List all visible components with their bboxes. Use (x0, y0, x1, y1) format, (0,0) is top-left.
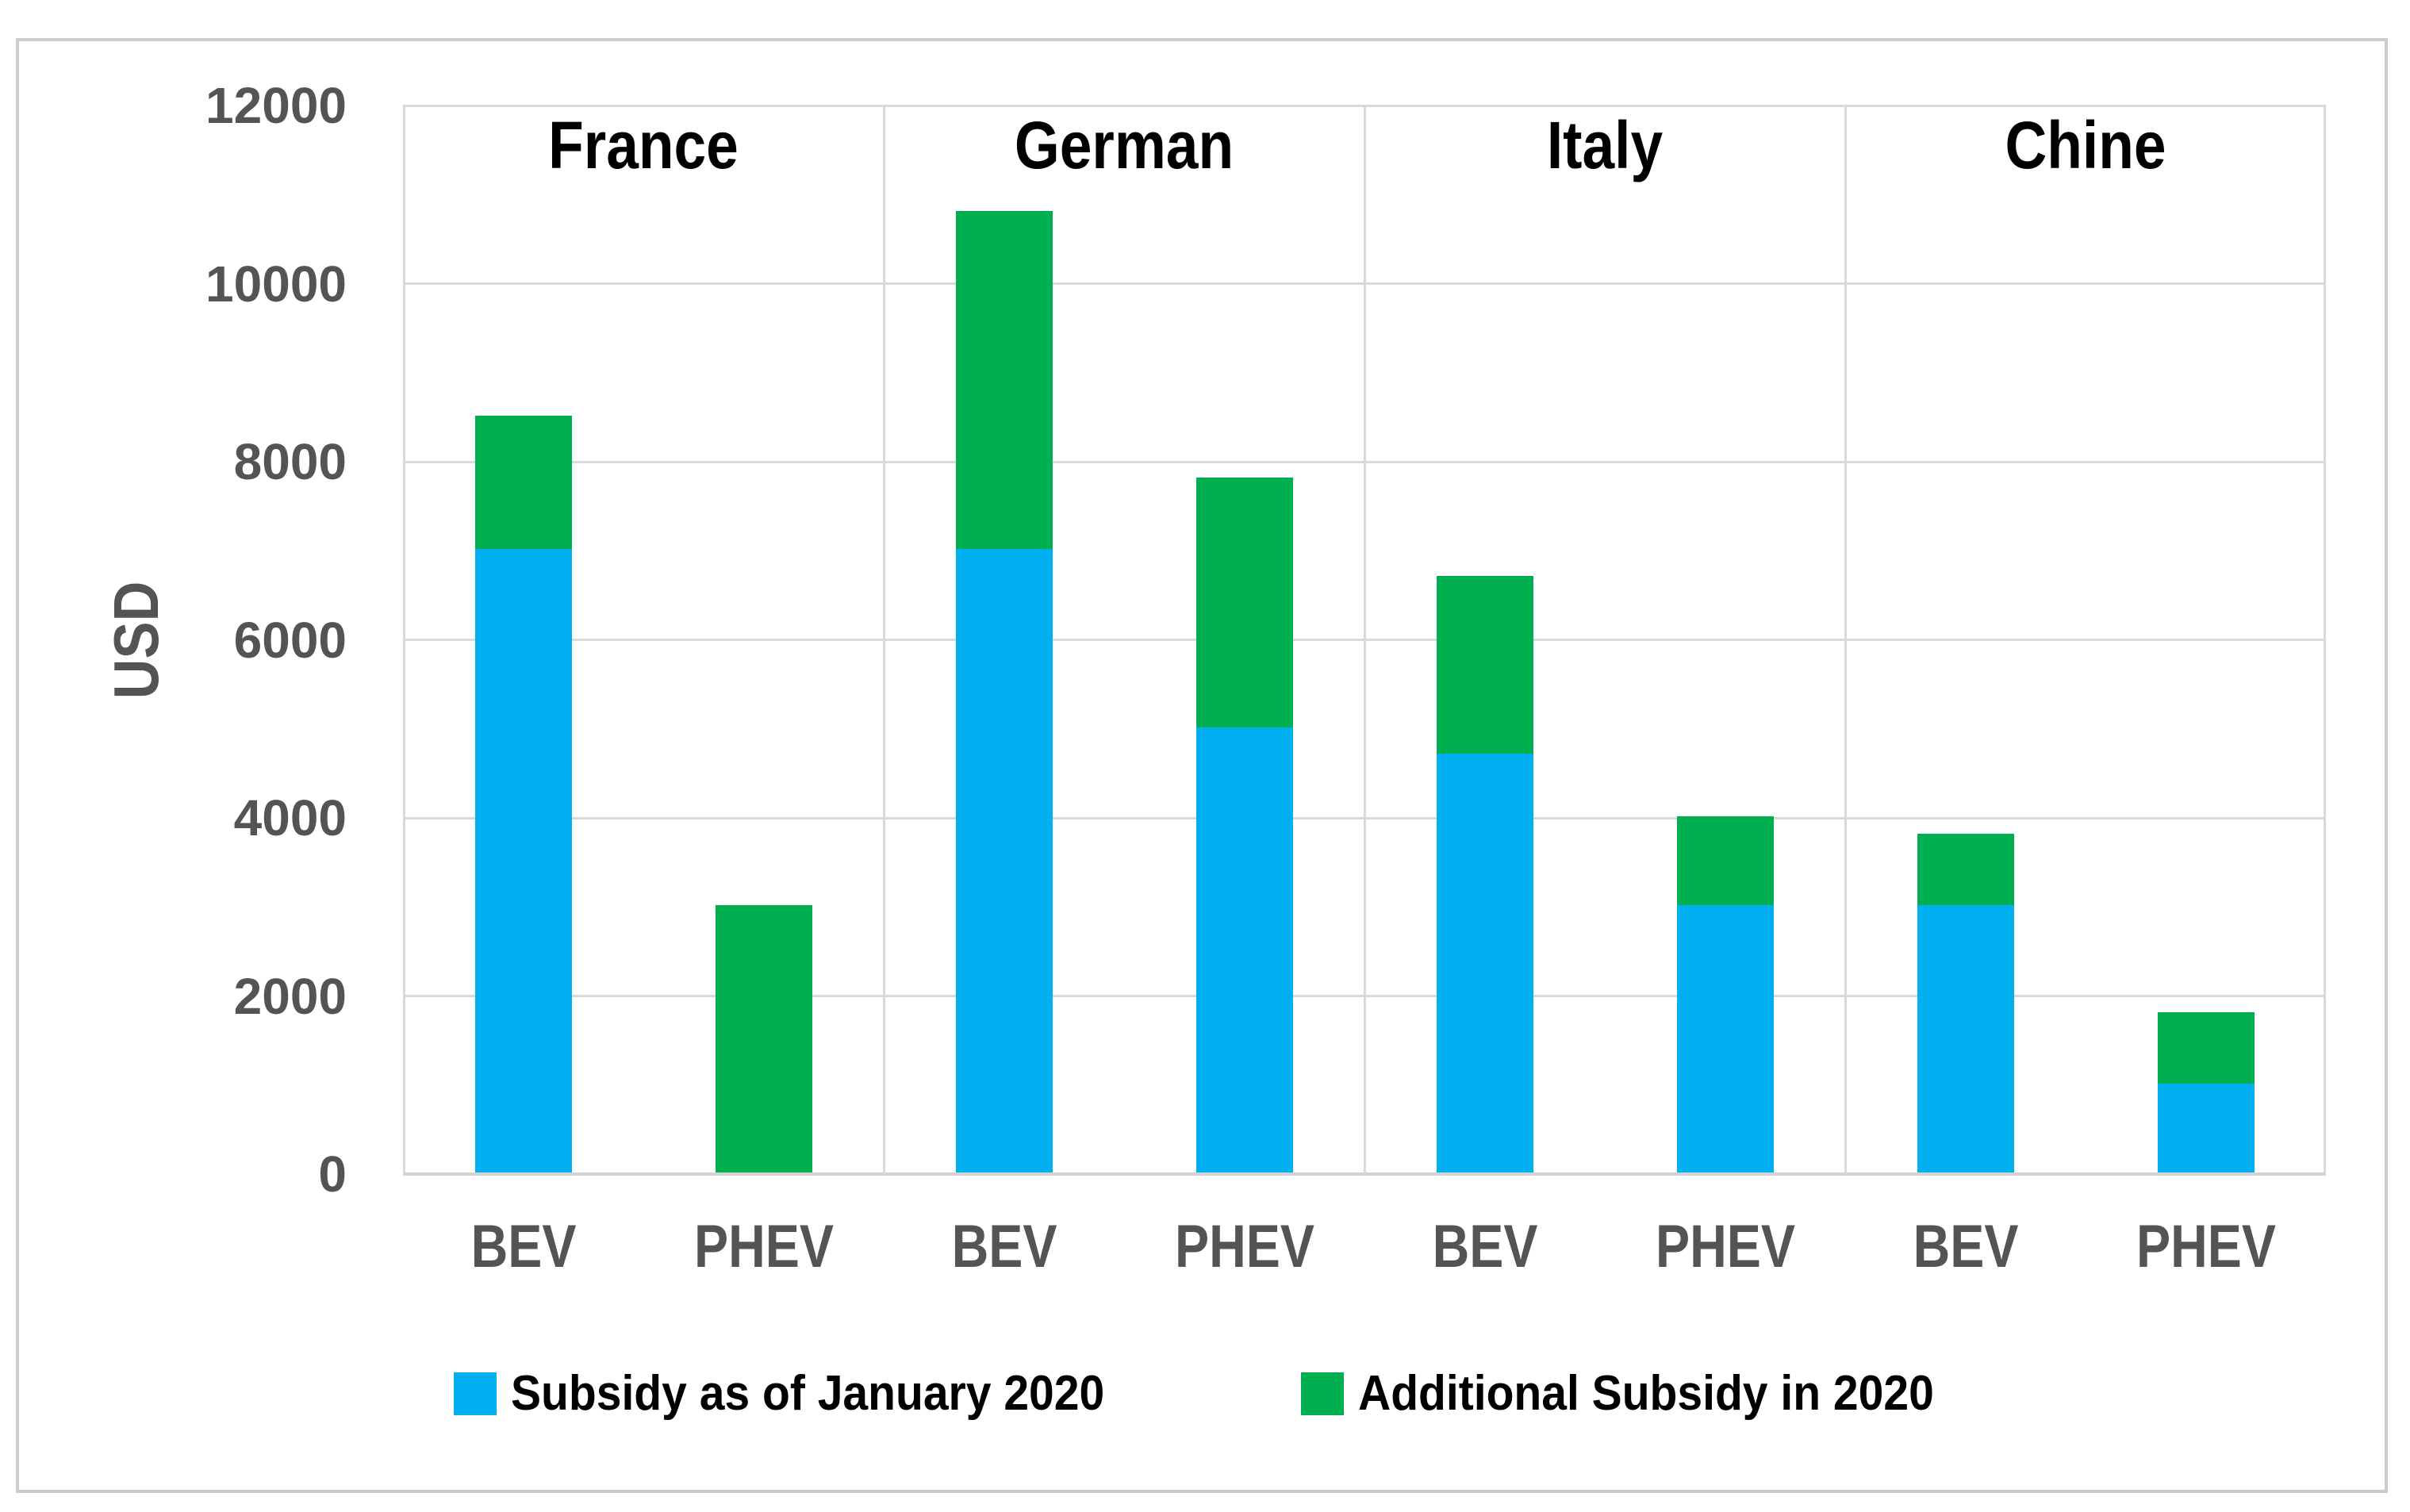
bar-france-bev-segment-0 (474, 549, 572, 1172)
legend-label-0: Subsidy as of January 2020 (511, 1366, 1105, 1421)
bar-italy-phev-segment-0 (1676, 905, 1774, 1172)
x-tick-label: PHEV (2136, 1213, 2276, 1280)
bar-chine-phev-segment-0 (2157, 1083, 2255, 1172)
x-tick-label: BEV (470, 1213, 576, 1280)
bar-france-bev-segment-1 (474, 415, 572, 550)
bar-chine-bev-segment-0 (1917, 905, 2014, 1172)
y-tick-label: 2000 (233, 967, 347, 1025)
bar-france-phev-segment-1 (715, 905, 812, 1172)
x-tick-label: PHEV (693, 1213, 834, 1280)
panel-separator (882, 106, 885, 1174)
panel-header-france: France (548, 108, 739, 182)
bar-german-bev-segment-0 (955, 549, 1053, 1172)
bar-chine-bev-segment-1 (1917, 834, 2014, 906)
panel-separator (1363, 106, 1366, 1174)
y-tick-label: 8000 (233, 433, 347, 490)
y-tick-label: 0 (318, 1146, 347, 1203)
legend-item-1: Additional Subsidy in 2020 (1301, 1369, 1984, 1418)
bar-german-bev-segment-1 (955, 210, 1053, 550)
y-axis-title: USD (101, 581, 171, 700)
bar-chine-phev-segment-1 (2157, 1011, 2255, 1084)
bar-german-phev-segment-0 (1195, 727, 1293, 1172)
legend-swatch-0 (454, 1372, 497, 1415)
panel-header-chine: Chine (2005, 108, 2166, 182)
y-tick-label: 12000 (205, 77, 347, 134)
y-tick-label: 4000 (233, 789, 347, 846)
y-tick-label: 10000 (205, 255, 347, 313)
x-tick-label: PHEV (1174, 1213, 1314, 1280)
legend-item-0: Subsidy as of January 2020 (454, 1369, 1156, 1418)
legend-label-1: Additional Subsidy in 2020 (1358, 1366, 1934, 1421)
x-tick-label: BEV (1432, 1213, 1537, 1280)
x-tick-label: BEV (951, 1213, 1057, 1280)
gridline-0 (403, 1172, 2326, 1176)
legend-swatch-1 (1301, 1372, 1344, 1415)
x-tick-label: PHEV (1655, 1213, 1795, 1280)
bar-italy-phev-segment-1 (1676, 816, 1774, 906)
y-tick-label: 6000 (233, 611, 347, 669)
x-tick-label: BEV (1913, 1213, 2018, 1280)
panel-header-italy: Italy (1546, 108, 1664, 182)
bar-german-phev-segment-1 (1195, 478, 1293, 727)
bar-italy-bev-segment-1 (1436, 575, 1533, 754)
panel-separator (1844, 106, 1847, 1174)
bar-italy-bev-segment-0 (1436, 754, 1533, 1172)
panel-header-german: German (1014, 108, 1234, 182)
